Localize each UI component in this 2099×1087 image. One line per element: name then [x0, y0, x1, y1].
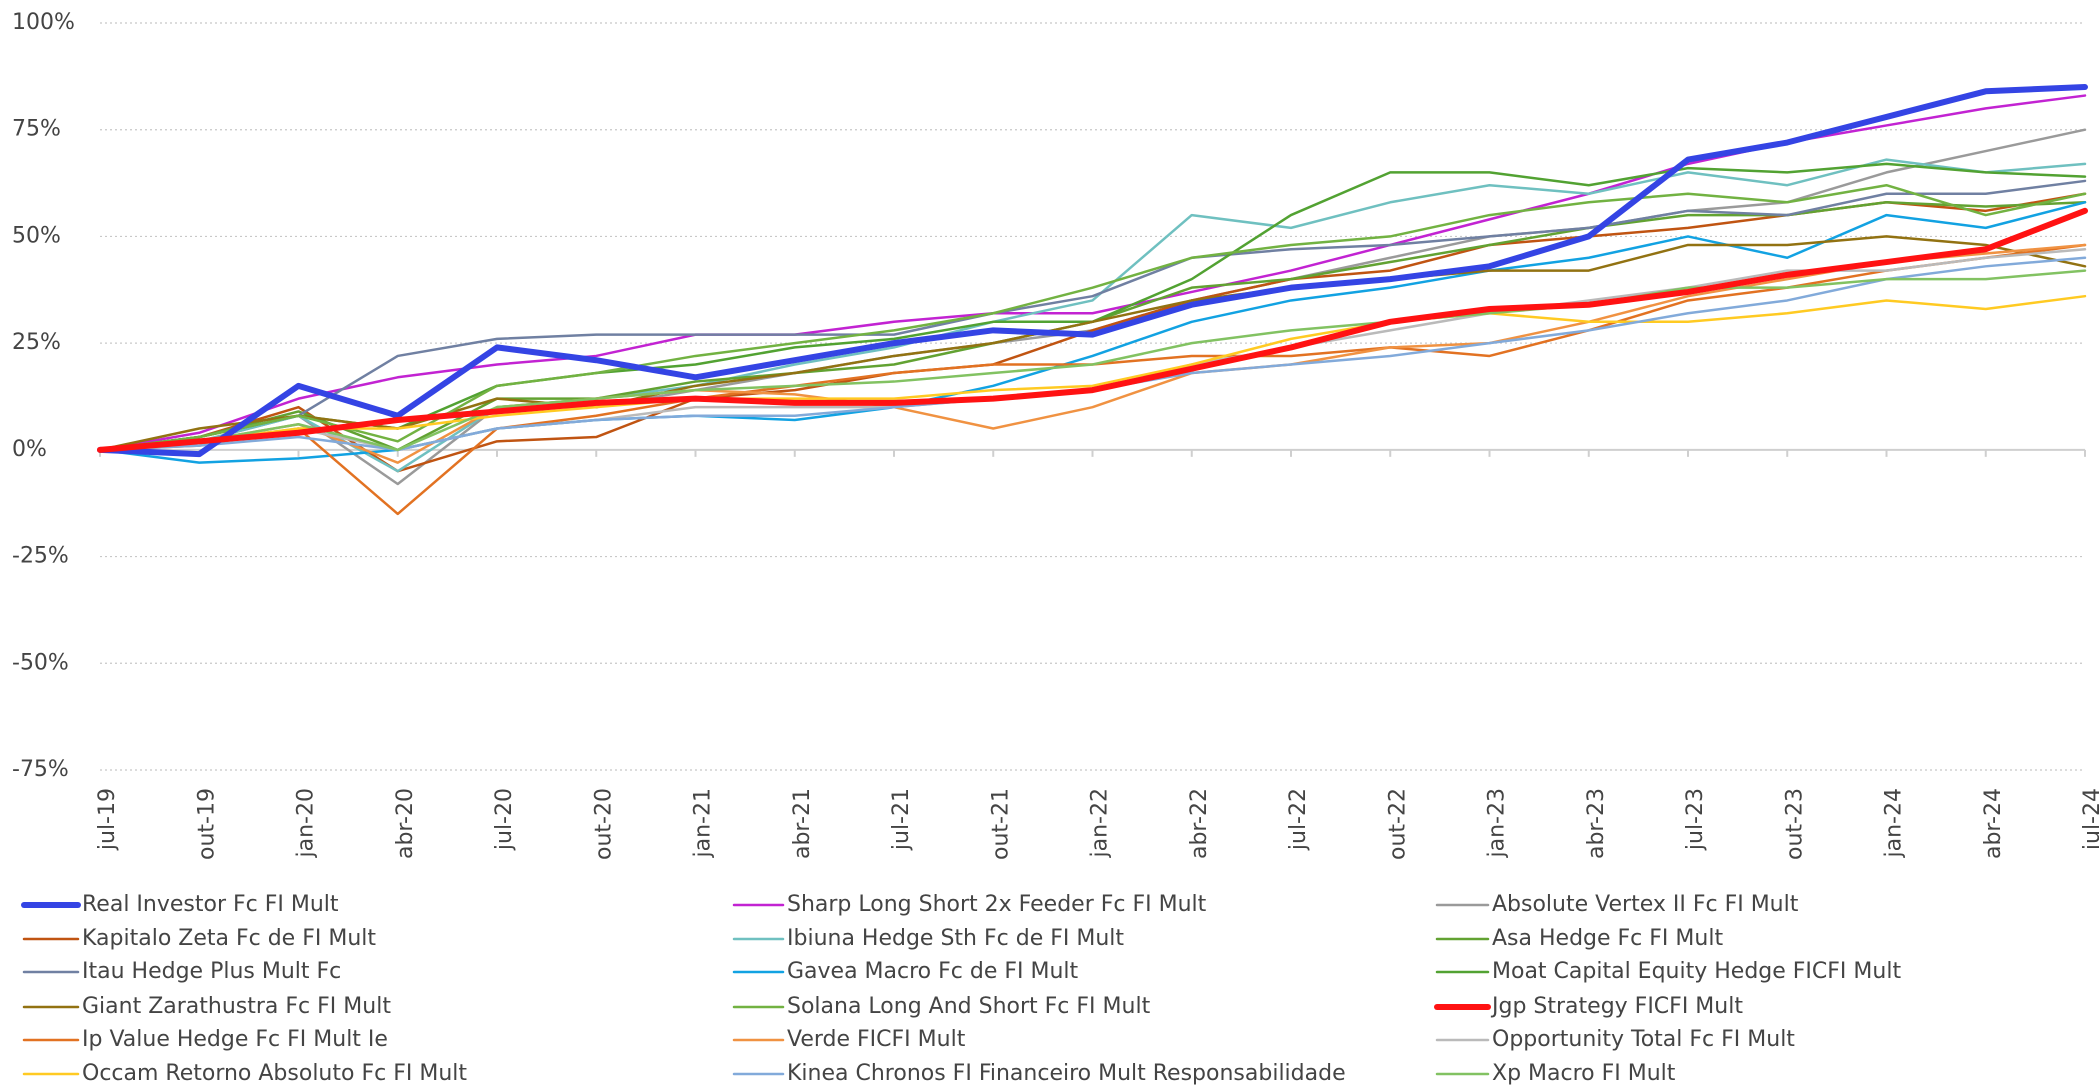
series-line: [98, 128, 2087, 486]
y-tick-label: 25%: [12, 330, 61, 355]
x-tick-label: out-20: [591, 788, 616, 860]
legend-label: Ip Value Hedge Fc FI Mult Ie: [82, 1027, 388, 1052]
series-line: [97, 207, 2088, 453]
legend-label: Moat Capital Equity Hedge FICFI Mult: [1492, 959, 1901, 984]
x-tick-label: jul-24: [2080, 788, 2099, 851]
y-tick-label: -25%: [12, 544, 69, 569]
x-tick-label: out-22: [1385, 788, 1410, 860]
series-line: [98, 179, 2087, 452]
y-tick-label: 75%: [12, 117, 61, 142]
legend-item: Moat Capital Equity Hedge FICFI Mult: [1435, 959, 1901, 984]
y-tick-label: -75%: [12, 757, 69, 782]
x-tick-label: jul-19: [95, 788, 120, 851]
x-tick-label: jan-21: [691, 788, 716, 858]
legend-item: Kapitalo Zeta Fc de FI Mult: [22, 926, 376, 951]
legend-item: Kinea Chronos FI Financeiro Mult Respons…: [732, 1061, 1346, 1086]
legend-label: Opportunity Total Fc FI Mult: [1492, 1027, 1795, 1052]
legend-item: Itau Hedge Plus Mult Fc: [22, 959, 341, 984]
legend-label: Real Investor Fc FI Mult: [82, 892, 339, 917]
legend-label: Absolute Vertex II Fc FI Mult: [1492, 892, 1799, 917]
legend-label: Kapitalo Zeta Fc de FI Mult: [82, 926, 376, 951]
y-tick-label: -50%: [12, 650, 69, 675]
x-tick-label: jan-23: [1485, 788, 1510, 858]
x-tick-label: out-23: [1782, 788, 1807, 860]
legend-item: Xp Macro FI Mult: [1435, 1061, 1676, 1086]
legend-item: Jgp Strategy FICFI Mult: [1434, 994, 1743, 1019]
legend-item: Gavea Macro Fc de FI Mult: [732, 959, 1079, 984]
legend-item: Sharp Long Short 2x Feeder Fc FI Mult: [732, 892, 1207, 917]
x-tick-label: jan-22: [1088, 788, 1113, 858]
x-tick-label: abr-21: [790, 788, 815, 859]
series-line: [98, 294, 2087, 452]
series-line: [98, 243, 2087, 516]
legend-item: Asa Hedge Fc FI Mult: [1435, 926, 1723, 951]
x-tick-label: jul-20: [492, 788, 517, 851]
legend-item: Opportunity Total Fc FI Mult: [1435, 1027, 1795, 1052]
legend-label: Sharp Long Short 2x Feeder Fc FI Mult: [787, 892, 1207, 917]
legend-item: Real Investor Fc FI Mult: [21, 892, 339, 917]
legend-label: Solana Long And Short Fc FI Mult: [787, 994, 1151, 1019]
legend-label: Itau Hedge Plus Mult Fc: [82, 959, 341, 984]
x-tick-label: out-21: [988, 788, 1013, 860]
legend-item: Verde FICFI Mult: [732, 1027, 966, 1052]
x-tick-label: jul-21: [889, 788, 914, 851]
legend-item: Solana Long And Short Fc FI Mult: [732, 994, 1151, 1019]
x-tick-label: abr-24: [1981, 788, 2006, 859]
x-tick-label: abr-22: [1187, 788, 1212, 859]
legend-item: Giant Zarathustra Fc FI Mult: [22, 994, 391, 1019]
legend-label: Verde FICFI Mult: [787, 1027, 966, 1052]
series-line: [98, 269, 2087, 452]
series-line: [98, 158, 2087, 473]
series-line: [98, 243, 2087, 464]
y-tick-label: 0%: [12, 437, 47, 462]
x-tick-label: jan-24: [1882, 788, 1907, 858]
legend-label: Gavea Macro Fc de FI Mult: [787, 959, 1079, 984]
x-tick-label: abr-20: [393, 788, 418, 859]
series-line: [97, 84, 2088, 458]
x-tick-label: jan-20: [294, 788, 319, 858]
legend-label: Ibiuna Hedge Sth Fc de FI Mult: [787, 926, 1124, 951]
y-tick-label: 50%: [12, 223, 61, 248]
legend-item: Ip Value Hedge Fc FI Mult Ie: [22, 1027, 388, 1052]
legend-item: Ibiuna Hedge Sth Fc de FI Mult: [732, 926, 1124, 951]
legend-label: Kinea Chronos FI Financeiro Mult Respons…: [787, 1061, 1346, 1086]
series-line: [98, 192, 2087, 473]
x-tick-label: jul-23: [1683, 788, 1708, 851]
legend-label: Xp Macro FI Mult: [1492, 1061, 1676, 1086]
x-tick-label: abr-23: [1584, 788, 1609, 859]
legend-item: Occam Retorno Absoluto Fc FI Mult: [22, 1061, 467, 1086]
x-tick-label: out-19: [194, 788, 219, 860]
legend-label: Occam Retorno Absoluto Fc FI Mult: [82, 1061, 467, 1086]
x-tick-label: jul-22: [1286, 788, 1311, 851]
series-line: [98, 183, 2087, 452]
legend-label: Giant Zarathustra Fc FI Mult: [82, 994, 391, 1019]
legend-label: Asa Hedge Fc FI Mult: [1492, 926, 1723, 951]
legend-label: Jgp Strategy FICFI Mult: [1490, 994, 1743, 1019]
legend-item: Absolute Vertex II Fc FI Mult: [1435, 892, 1799, 917]
y-tick-label: 100%: [12, 10, 75, 35]
